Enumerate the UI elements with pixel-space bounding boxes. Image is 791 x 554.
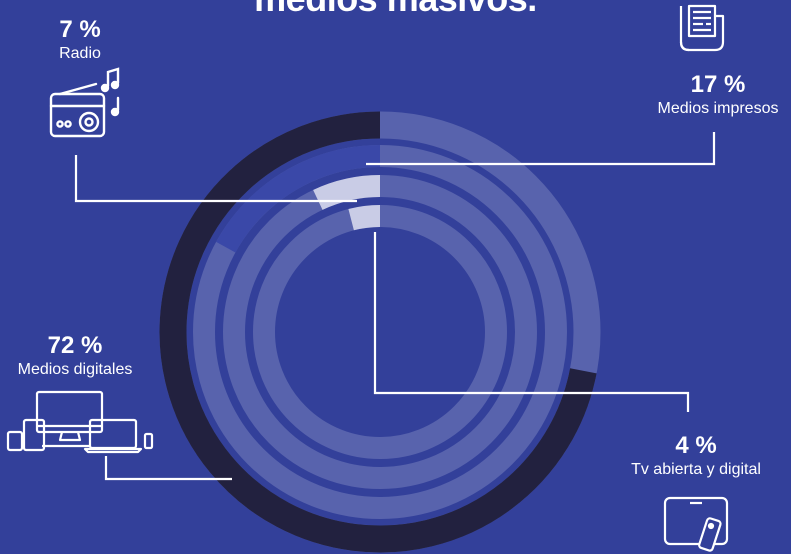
leader-line-radio bbox=[74, 155, 357, 203]
leader-line-impresos bbox=[366, 132, 716, 166]
ring-arc-medios-impresos bbox=[216, 145, 381, 253]
radio-icon bbox=[49, 67, 120, 138]
ring-arc-tv-abierta-y-digital bbox=[348, 205, 381, 231]
label-tv: 4 % Tv abierta y digital bbox=[608, 432, 784, 480]
radio-name: Radio bbox=[59, 45, 101, 62]
label-radio: 7 % Radio bbox=[40, 16, 120, 64]
ring-arc-medios-digitales bbox=[159, 111, 597, 553]
leader-line-tv bbox=[373, 232, 690, 412]
radio-percent: 7 % bbox=[59, 16, 101, 43]
tv-percent: 4 % bbox=[675, 432, 717, 459]
impresos-percent: 17 % bbox=[690, 71, 746, 98]
ring-track-inner bbox=[253, 205, 507, 459]
label-digitales: 72 % Medios digitales bbox=[0, 332, 150, 380]
chart-title: medios masivos. bbox=[0, 0, 791, 20]
chart-rings bbox=[159, 111, 601, 553]
label-impresos: 17 % Medios impresos bbox=[638, 71, 791, 119]
tv-name: Tv abierta y digital bbox=[631, 461, 761, 478]
tv-remote-icon bbox=[663, 496, 729, 552]
devices-icon bbox=[6, 390, 154, 454]
ring-track-third bbox=[223, 175, 537, 489]
impresos-name: Medios impresos bbox=[657, 100, 779, 117]
digitales-percent: 72 % bbox=[47, 332, 103, 359]
leader-line-digitales bbox=[104, 456, 232, 481]
newspaper-icon bbox=[679, 4, 725, 52]
leader-lines bbox=[74, 132, 716, 481]
digitales-name: Medios digitales bbox=[17, 361, 133, 378]
ring-arc-radio bbox=[313, 175, 381, 210]
